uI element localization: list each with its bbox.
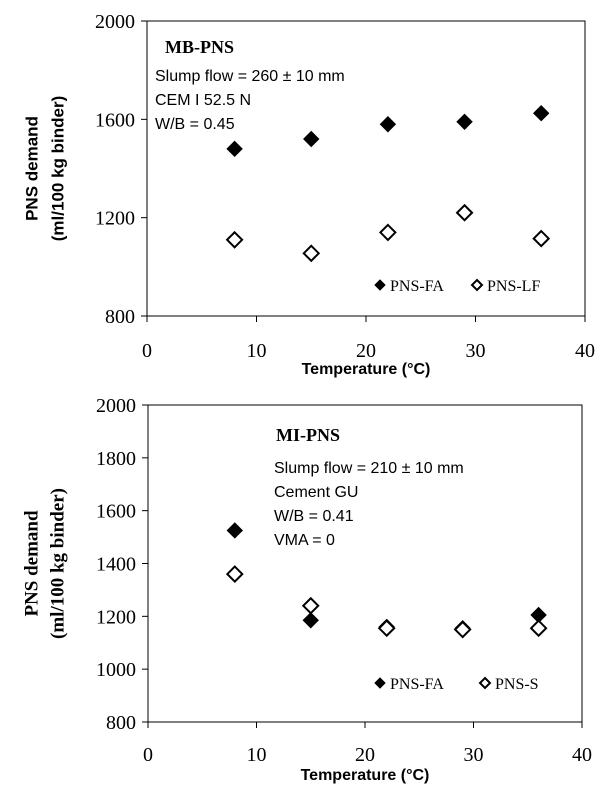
legend-marker	[374, 279, 386, 291]
y-tick-label: 1000	[96, 659, 136, 681]
data-point-pns-fa	[456, 113, 473, 130]
x-tick-label: 0	[142, 340, 152, 362]
y-tick-label: 2000	[95, 11, 135, 33]
x-tick-label: 20	[355, 744, 375, 766]
data-point-pns-lf	[378, 223, 397, 242]
annotation: W/B = 0.45	[155, 116, 235, 133]
x-tick-label: 30	[464, 744, 484, 766]
legend-marker	[478, 676, 492, 690]
chart-panel-2: 800 1000 1200 1400 1600 1800 2000 0 10 20 30 40 Temp…	[21, 395, 592, 784]
annotation: Cement GU	[274, 484, 358, 501]
panel-title: MB-PNS	[165, 37, 234, 57]
x-tick-label: 20	[356, 340, 376, 362]
annotation: W/B = 0.41	[274, 508, 354, 525]
data-point-pns-lf	[532, 229, 551, 248]
y-tick-label: 800	[106, 712, 136, 734]
y-tick-label: 1600	[96, 501, 136, 523]
x-tick-label: 40	[575, 340, 595, 362]
data-point-pns-s	[453, 620, 472, 639]
data-point-pns-fa	[303, 130, 320, 148]
data-point-pns-fa	[379, 116, 397, 133]
data-point-pns-s	[301, 596, 320, 615]
y-axis-label: (ml/100 kg binder)	[48, 96, 67, 241]
annotation: Slump flow = 260 ± 10 mm	[155, 68, 345, 85]
data-point-pns-lf	[302, 244, 321, 263]
plot-area	[146, 20, 586, 317]
legend: PNS-FA PNS-LF	[374, 278, 540, 295]
data-point-pns-s	[225, 565, 244, 583]
legend-label: PNS-S	[495, 676, 539, 693]
legend-marker	[374, 677, 386, 689]
y-tick-label: 2000	[96, 395, 136, 417]
data-point-pns-fa	[532, 104, 550, 122]
legend-label: PNS-FA	[390, 278, 444, 295]
legend-label: PNS-LF	[487, 278, 540, 295]
legend-label: PNS-FA	[390, 676, 444, 693]
legend-marker	[470, 278, 484, 292]
annotation: VMA = 0	[274, 532, 335, 549]
data-point-pns-lf	[225, 230, 244, 249]
data-point-pns-s	[377, 619, 396, 638]
data-point-pns-s	[529, 619, 548, 638]
x-tick-label: 10	[247, 340, 267, 362]
y-tick-label: 1400	[96, 554, 136, 576]
y-axis-label: (ml/100 kg binder)	[47, 488, 68, 639]
y-axis-label: PNS demand	[22, 116, 41, 221]
data-point-pns-fa	[226, 140, 243, 158]
x-tick-label: 0	[143, 744, 153, 766]
x-tick-label: 30	[466, 340, 486, 362]
x-axis-label: Temperature (°C)	[301, 767, 430, 784]
chart-panel-1: 800 1200 1600 2000 0 10 20 30 40 Temperature (°C)…	[22, 11, 595, 378]
data-point-pns-fa	[226, 522, 244, 539]
plot-area	[147, 404, 583, 723]
x-tick-label: 40	[572, 744, 592, 766]
annotation: CEM I 52.5 N	[155, 92, 251, 109]
y-axis-label: PNS demand	[21, 510, 42, 617]
y-tick-label: 800	[105, 306, 135, 328]
legend: PNS-FA PNS-S	[374, 676, 539, 693]
x-tick-label: 10	[247, 744, 267, 766]
y-tick-label: 1200	[95, 208, 135, 230]
panel-title: MI-PNS	[276, 425, 340, 445]
y-tick-label: 1800	[96, 448, 136, 470]
x-axis-label: Temperature (°C)	[302, 361, 431, 378]
y-tick-label: 1200	[96, 606, 136, 628]
data-point-pns-lf	[455, 203, 474, 222]
annotation: Slump flow = 210 ± 10 mm	[274, 460, 464, 477]
data-point-pns-fa	[302, 612, 319, 629]
y-tick-label: 1600	[95, 109, 135, 131]
